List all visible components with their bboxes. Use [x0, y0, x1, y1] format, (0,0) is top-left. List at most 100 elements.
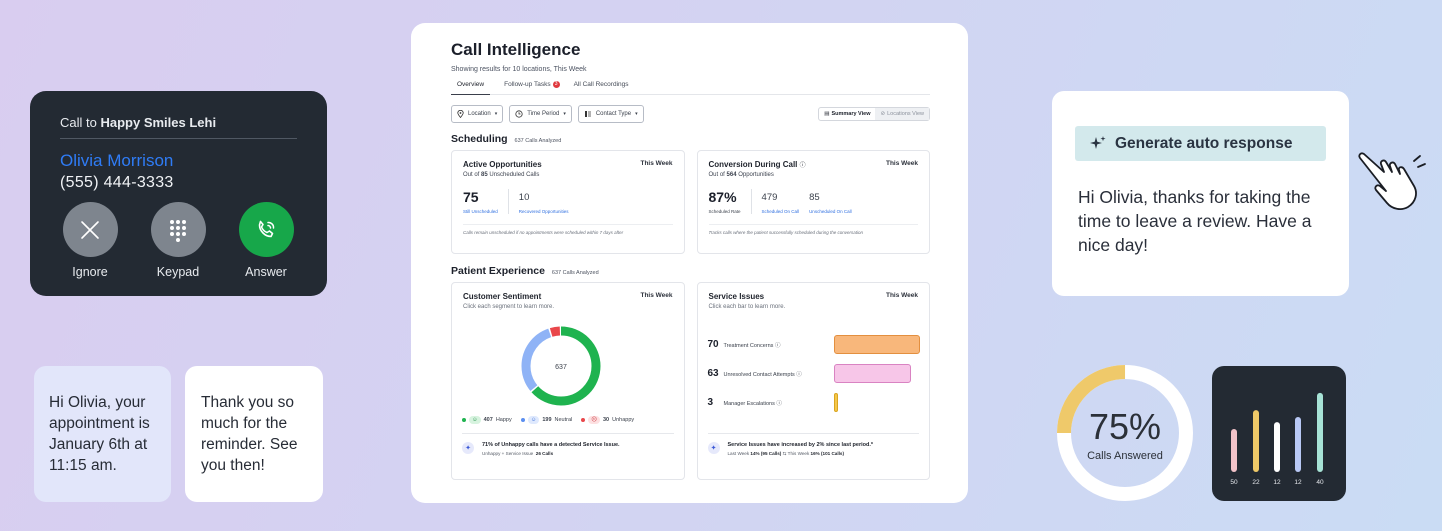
call-to-line: Call to Happy Smiles Lehi: [60, 115, 297, 139]
scheduling-section-title: Scheduling 637 Calls Analyzed: [451, 133, 930, 145]
metric-label[interactable]: Still Unscheduled: [463, 209, 498, 214]
recovered-opportunities-metric: 10 Recovered Opportunities: [507, 189, 579, 214]
insight-detail: Last Week 14% (95 Calls) ⇆ This Week 16%…: [728, 451, 874, 457]
metric-value: 85: [809, 192, 820, 203]
page-subtitle: Showing results for 10 locations, This W…: [451, 66, 587, 73]
issue-value: 70: [707, 339, 719, 350]
tab-all-call-recordings[interactable]: All Call Recordings: [574, 81, 629, 95]
view-toggle: ▤ Summary View ⊘ Locations View: [818, 107, 930, 121]
service-issue-row[interactable]: 70 Treatment Concerns ⓘ: [708, 335, 920, 354]
follow-up-count-badge: 3: [552, 81, 560, 88]
sub-prefix: Out of: [463, 172, 480, 178]
time-period-filter-label: Time Period: [527, 111, 560, 117]
mini-bar-label: 12: [1273, 479, 1281, 486]
contact-type-filter[interactable]: Contact Type ▾: [577, 105, 644, 123]
summary-view-label: Summary View: [831, 111, 871, 117]
issue-label: Manager Escalations ⓘ: [723, 400, 782, 407]
metric-label: Scheduled Rate: [708, 209, 741, 214]
metrics-row: 75 Still Unscheduled 10 Recovered Opport…: [463, 189, 673, 214]
pointer-hand-icon: [1358, 152, 1426, 210]
ignore-button[interactable]: Ignore: [60, 202, 120, 279]
answer-button[interactable]: Answer: [236, 202, 296, 279]
patient-count: 637 Calls Analyzed: [551, 270, 599, 276]
summary-view-icon: ▤: [824, 111, 830, 117]
conversion-during-call-card[interactable]: Conversion During Call ⓘ This Week Out o…: [696, 150, 930, 254]
info-icon[interactable]: ⓘ: [799, 163, 806, 169]
card-subtitle: Click each segment to learn more.: [463, 304, 555, 310]
unhappy-chip: ☹: [588, 416, 600, 424]
legend-unhappy[interactable]: ☹ 30 Unhappy: [581, 416, 634, 424]
mini-bar-label: 50: [1230, 479, 1238, 486]
card-title: Customer Sentiment: [463, 292, 542, 301]
tab-recordings-label: All Call Recordings: [573, 81, 629, 88]
neutral-chip: ☺: [527, 416, 540, 424]
mini-bar-label: 40: [1316, 479, 1324, 486]
chevron-down-icon: ▾: [494, 111, 498, 117]
incoming-call-card: Call to Happy Smiles Lehi Olivia Morriso…: [30, 91, 327, 296]
locations-view-label: Locations View: [887, 111, 924, 117]
issue-value: 63: [707, 368, 719, 379]
legend-neutral[interactable]: ☺ 199 Neutral: [520, 416, 572, 424]
last-week-label: Last Week: [727, 451, 750, 456]
customer-sentiment-card: Customer Sentiment This Week Click each …: [451, 282, 685, 480]
calls-answered-widget: 75% Calls Answered: [1056, 364, 1194, 502]
auto-response-text: Hi Olivia, thanks for taking the time to…: [1078, 187, 1312, 255]
issue-bar[interactable]: [833, 335, 920, 354]
metric-label[interactable]: Recovered Opportunities: [518, 209, 569, 214]
sentiment-donut[interactable]: 637: [516, 321, 606, 411]
insight-title: 71% of Unhappy calls have a detected Ser…: [482, 442, 620, 448]
donut-segment-neutral[interactable]: [521, 326, 601, 406]
card-subtitle: Out of 85 Unscheduled Calls: [463, 172, 673, 178]
service-issue-row[interactable]: 63 Unresolved Contact Attempts ⓘ: [708, 364, 920, 383]
legend-value: 407: [483, 417, 493, 423]
sentiment-legend: ☺ 407 Happy ☺ 199 Neutral ☹ 30 Unhappy: [462, 416, 634, 424]
pin-icon: [457, 110, 464, 118]
metric-value: 479: [761, 192, 778, 203]
card-period: This Week: [885, 292, 918, 299]
patient-experience-section-title: Patient Experience 637 Calls Analyzed: [451, 265, 930, 277]
sub-suffix: Unscheduled Calls: [489, 172, 540, 178]
chevron-down-icon: ▾: [563, 111, 566, 117]
issue-bar[interactable]: [833, 364, 911, 383]
call-intelligence-dashboard: Call Intelligence Showing results for 10…: [411, 23, 968, 503]
issue-label: Treatment Concerns ⓘ: [723, 342, 781, 349]
insight-value: 26 Calls: [535, 451, 554, 456]
chevron-down-icon: ▾: [635, 111, 638, 117]
insight-detail: Unhappy + Service Issue 26 Calls: [482, 451, 620, 456]
location-filter-label: Location: [468, 111, 491, 117]
metric-label[interactable]: Scheduled On Call: [761, 209, 800, 214]
keypad-label: Keypad: [156, 265, 200, 279]
legend-value: 30: [603, 417, 610, 423]
summary-view-button[interactable]: ▤ Summary View: [819, 108, 875, 120]
metric-value: 75: [463, 189, 479, 205]
donut-segment-happy[interactable]: [521, 326, 601, 406]
keypad-button[interactable]: Keypad: [148, 202, 208, 279]
calls-answered-value: 75%: [1088, 406, 1162, 447]
service-issue-list: 70 Treatment Concerns ⓘ 63 Unresolved Conta…: [708, 335, 920, 422]
time-period-filter[interactable]: Time Period ▾: [509, 105, 572, 123]
card-note: Tracks calls where the patient successfu…: [708, 224, 918, 235]
call-actions: Ignore Keypad: [60, 202, 296, 279]
sparkle-icon: ✦: [462, 442, 474, 454]
legend-dot: [462, 418, 466, 422]
locations-view-button[interactable]: ⊘ Locations View: [875, 108, 929, 120]
metric-label[interactable]: Unscheduled On Call: [809, 209, 852, 214]
compare-icon: ⇆: [782, 451, 788, 456]
legend-dot: [581, 418, 586, 422]
location-filter[interactable]: Location ▾: [451, 105, 504, 123]
service-insight: ✦ Service Issues have increased by 2% si…: [707, 433, 919, 457]
generate-auto-response-button[interactable]: Generate auto response: [1075, 126, 1326, 161]
insight-pre: Unhappy + Service Issue: [482, 451, 534, 456]
tab-overview[interactable]: Overview: [451, 81, 491, 95]
ring-fill: [1057, 365, 1193, 501]
patient-cards: Customer Sentiment This Week Click each …: [451, 282, 930, 480]
service-issue-row[interactable]: 3 Manager Escalations ⓘ: [708, 393, 920, 412]
answer-label: Answer: [245, 265, 287, 279]
legend-label: Happy: [495, 417, 512, 423]
tab-follow-up-tasks[interactable]: Follow-up Tasks 3: [504, 81, 560, 95]
this-week-value: 16% (101 Calls): [810, 451, 844, 456]
issue-bar[interactable]: [833, 393, 838, 412]
active-opportunities-card[interactable]: Active Opportunities This Week Out of 85…: [451, 150, 685, 254]
generate-button-label: Generate auto response: [1115, 134, 1293, 152]
legend-happy[interactable]: ☺ 407 Happy: [462, 416, 512, 424]
